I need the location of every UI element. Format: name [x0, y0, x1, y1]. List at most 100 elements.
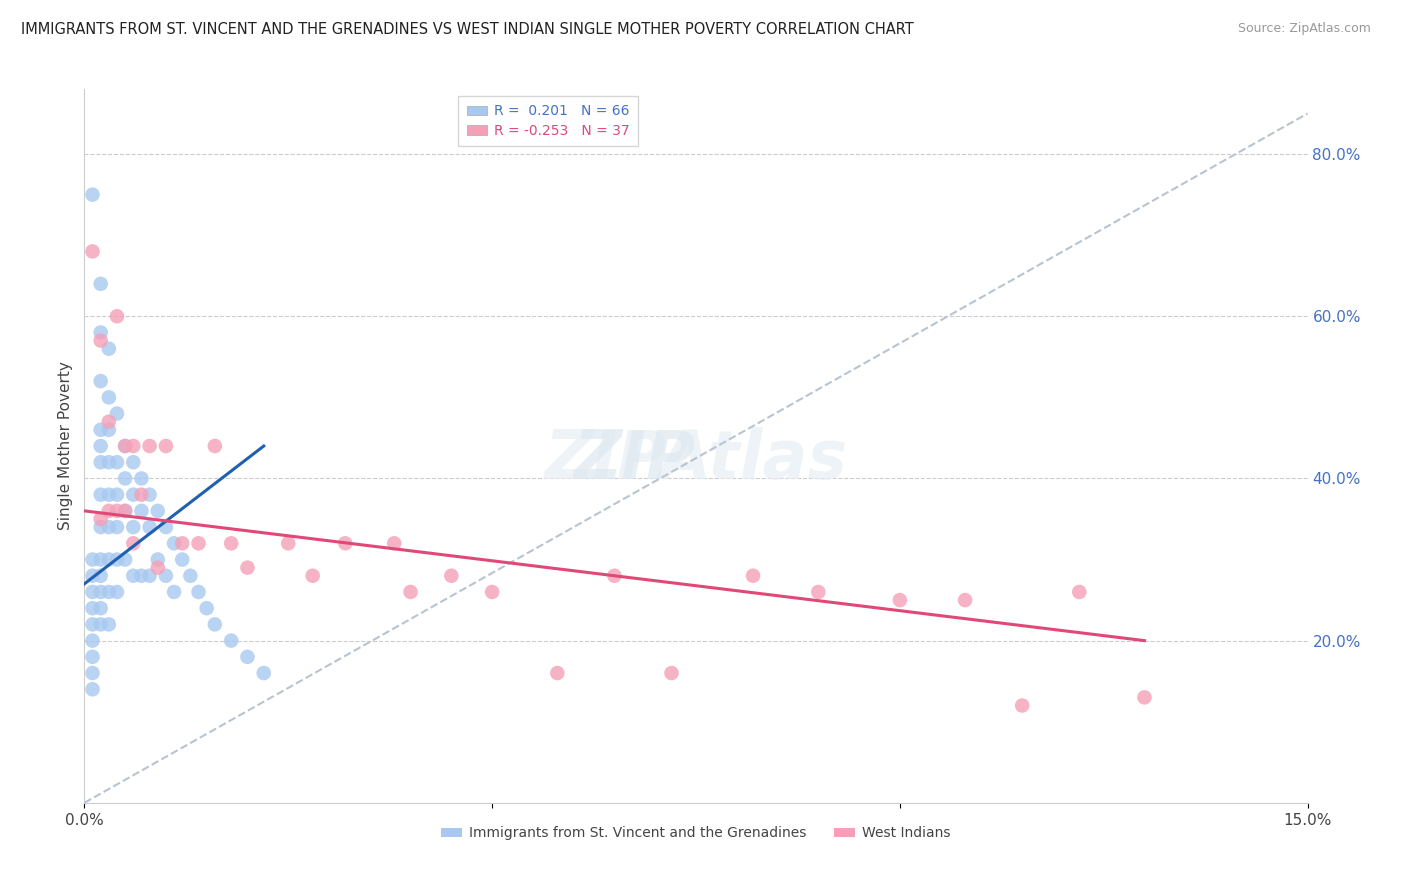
Point: [187, 585, 209, 599]
Point: [131, 488, 153, 502]
Point: [114, 439, 136, 453]
Point: [1011, 698, 1033, 713]
Point: [97, 617, 120, 632]
Point: [90, 617, 112, 632]
Point: [277, 536, 299, 550]
Point: [146, 504, 169, 518]
Point: [179, 568, 201, 582]
Point: [1133, 690, 1156, 705]
Point: [97, 552, 120, 566]
Point: [253, 666, 276, 681]
Point: [163, 536, 186, 550]
Point: [382, 536, 405, 550]
Point: [122, 455, 145, 469]
Point: [97, 488, 120, 502]
Point: [97, 342, 120, 356]
Point: [90, 326, 112, 340]
Point: [82, 617, 104, 632]
Point: [97, 504, 120, 518]
Point: [742, 568, 765, 582]
Point: [1069, 585, 1091, 599]
Point: [204, 617, 226, 632]
Point: [122, 439, 145, 453]
Point: [138, 439, 160, 453]
Point: [114, 552, 136, 566]
Point: [97, 423, 120, 437]
Point: [114, 504, 136, 518]
Point: [90, 520, 112, 534]
Point: [82, 187, 104, 202]
Point: [204, 439, 226, 453]
Point: [105, 488, 128, 502]
Point: [219, 633, 242, 648]
Point: [82, 244, 104, 259]
Point: [122, 568, 145, 582]
Point: [90, 552, 112, 566]
Point: [90, 439, 112, 453]
Point: [603, 568, 626, 582]
Point: [97, 585, 120, 599]
Point: [889, 593, 911, 607]
Point: [97, 520, 120, 534]
Point: [122, 488, 145, 502]
Point: [114, 504, 136, 518]
Point: [131, 504, 153, 518]
Point: [90, 374, 112, 388]
Point: [138, 520, 160, 534]
Point: [90, 455, 112, 469]
Point: [82, 568, 104, 582]
Point: [335, 536, 357, 550]
Point: [105, 585, 128, 599]
Point: [90, 601, 112, 615]
Point: [301, 568, 323, 582]
Point: [114, 471, 136, 485]
Point: [97, 415, 120, 429]
Point: [172, 552, 194, 566]
Point: [97, 455, 120, 469]
Point: [90, 423, 112, 437]
Point: [546, 666, 568, 681]
Point: [195, 601, 218, 615]
Point: [155, 568, 177, 582]
Point: [105, 504, 128, 518]
Point: [90, 334, 112, 348]
Point: [105, 552, 128, 566]
Point: [219, 536, 242, 550]
Point: [155, 520, 177, 534]
Point: [146, 552, 169, 566]
Point: [97, 390, 120, 404]
Point: [131, 568, 153, 582]
Point: [90, 585, 112, 599]
Point: [105, 310, 128, 324]
Point: [187, 536, 209, 550]
Point: [90, 488, 112, 502]
Point: [114, 439, 136, 453]
Point: [82, 682, 104, 697]
Point: [440, 568, 463, 582]
Point: [138, 488, 160, 502]
Text: ZIP: ZIP: [574, 427, 696, 493]
Point: [90, 568, 112, 582]
Text: ZIPAtlas: ZIPAtlas: [544, 427, 848, 493]
Point: [122, 520, 145, 534]
Point: [82, 552, 104, 566]
Point: [90, 277, 112, 291]
Point: [82, 585, 104, 599]
Point: [399, 585, 422, 599]
Y-axis label: Single Mother Poverty: Single Mother Poverty: [58, 361, 73, 531]
Point: [82, 649, 104, 664]
Point: [236, 560, 259, 574]
Point: [82, 666, 104, 681]
Point: [953, 593, 976, 607]
Point: [82, 601, 104, 615]
Point: [661, 666, 683, 681]
Point: [82, 633, 104, 648]
Point: [172, 536, 194, 550]
Point: [163, 585, 186, 599]
Point: [807, 585, 830, 599]
Text: Source: ZipAtlas.com: Source: ZipAtlas.com: [1237, 22, 1371, 36]
Point: [138, 568, 160, 582]
Legend: Immigrants from St. Vincent and the Grenadines, West Indians: Immigrants from St. Vincent and the Gren…: [436, 821, 956, 846]
Point: [131, 471, 153, 485]
Point: [146, 560, 169, 574]
